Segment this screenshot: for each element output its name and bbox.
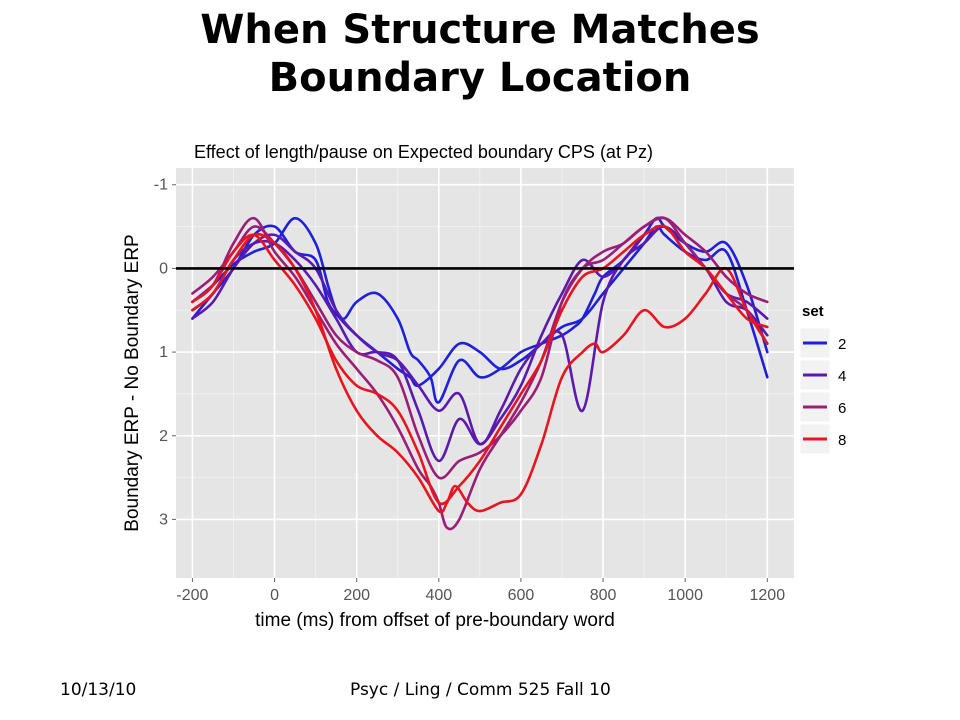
legend-label-6: 6	[838, 400, 846, 417]
x-tick-label: 1200	[750, 587, 786, 604]
x-tick-label: 400	[425, 587, 452, 604]
y-tick-label: 1	[159, 344, 168, 361]
footer-date: 10/13/10	[60, 680, 137, 700]
x-axis-label: time (ms) from offset of pre-boundary wo…	[255, 610, 615, 631]
x-tick-label: 200	[343, 587, 370, 604]
slide-title-line1: When Structure Matches	[200, 7, 760, 53]
x-tick-label: 600	[508, 587, 535, 604]
x-tick-label: 800	[590, 587, 617, 604]
series-line-set-8-7	[191, 224, 769, 506]
legend-label-8: 8	[838, 432, 846, 449]
chart-title: Effect of length/pause on Expected bound…	[194, 142, 653, 162]
series-line-set-4-3	[191, 225, 769, 463]
legend-label-2: 2	[838, 336, 846, 353]
legend-label-4: 4	[838, 368, 846, 385]
plot-panel	[176, 168, 794, 578]
y-tick-label: 2	[159, 428, 168, 445]
erp-line-chart: -200 0 200 400 600 800 1000 1200 -1 0 1 2 3 Effect of…	[122, 142, 846, 631]
x-tick-label: 1000	[667, 587, 703, 604]
x-tick-label: -200	[176, 587, 208, 604]
y-tick-label: 0	[159, 260, 168, 277]
y-tick-label: 3	[159, 511, 168, 528]
y-tick-label: -1	[154, 177, 168, 194]
series-line-set-8-6	[191, 232, 769, 514]
footer-course: Psyc / Ling / Comm 525 Fall 10	[350, 680, 611, 700]
slide-title: When Structure Matches Boundary Location	[0, 6, 960, 102]
slide-title-line2: Boundary Location	[268, 55, 692, 101]
x-tick-label: 0	[270, 587, 279, 604]
legend-title: set	[802, 303, 824, 320]
y-axis-label: Boundary ERP - No Boundary ERP	[122, 234, 143, 531]
